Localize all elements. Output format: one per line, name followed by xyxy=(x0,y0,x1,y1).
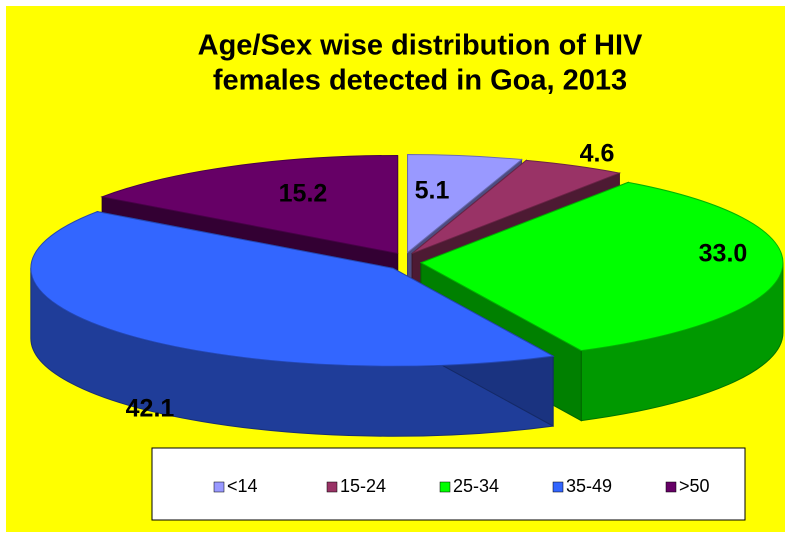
legend-label: >50 xyxy=(679,476,710,496)
value-label: 15.2 xyxy=(279,180,328,208)
legend-label: 25-34 xyxy=(453,476,499,496)
legend-swatch xyxy=(326,481,338,493)
slice-top xyxy=(419,181,784,352)
slice-top xyxy=(407,154,523,254)
legend-swatch xyxy=(439,481,451,493)
chart-title: Age/Sex wise distribution of HIV xyxy=(198,30,643,62)
legend-swatch xyxy=(552,481,564,493)
chart-title: females detected in Goa, 2013 xyxy=(213,65,627,97)
legend-label: 35-49 xyxy=(566,476,612,496)
legend-box xyxy=(151,447,746,521)
legend-label: <14 xyxy=(227,476,258,496)
slice-top xyxy=(30,211,555,367)
value-label: 42.1 xyxy=(126,395,175,423)
slice xyxy=(30,211,555,437)
legend-swatch xyxy=(665,481,677,493)
legend-label: 15-24 xyxy=(340,476,386,496)
value-label: 5.1 xyxy=(415,177,450,205)
slice-top xyxy=(100,154,399,255)
value-label: 4.6 xyxy=(580,140,615,168)
value-label: 33.0 xyxy=(699,240,748,268)
slice-top xyxy=(411,159,622,254)
legend-swatch xyxy=(213,481,225,493)
